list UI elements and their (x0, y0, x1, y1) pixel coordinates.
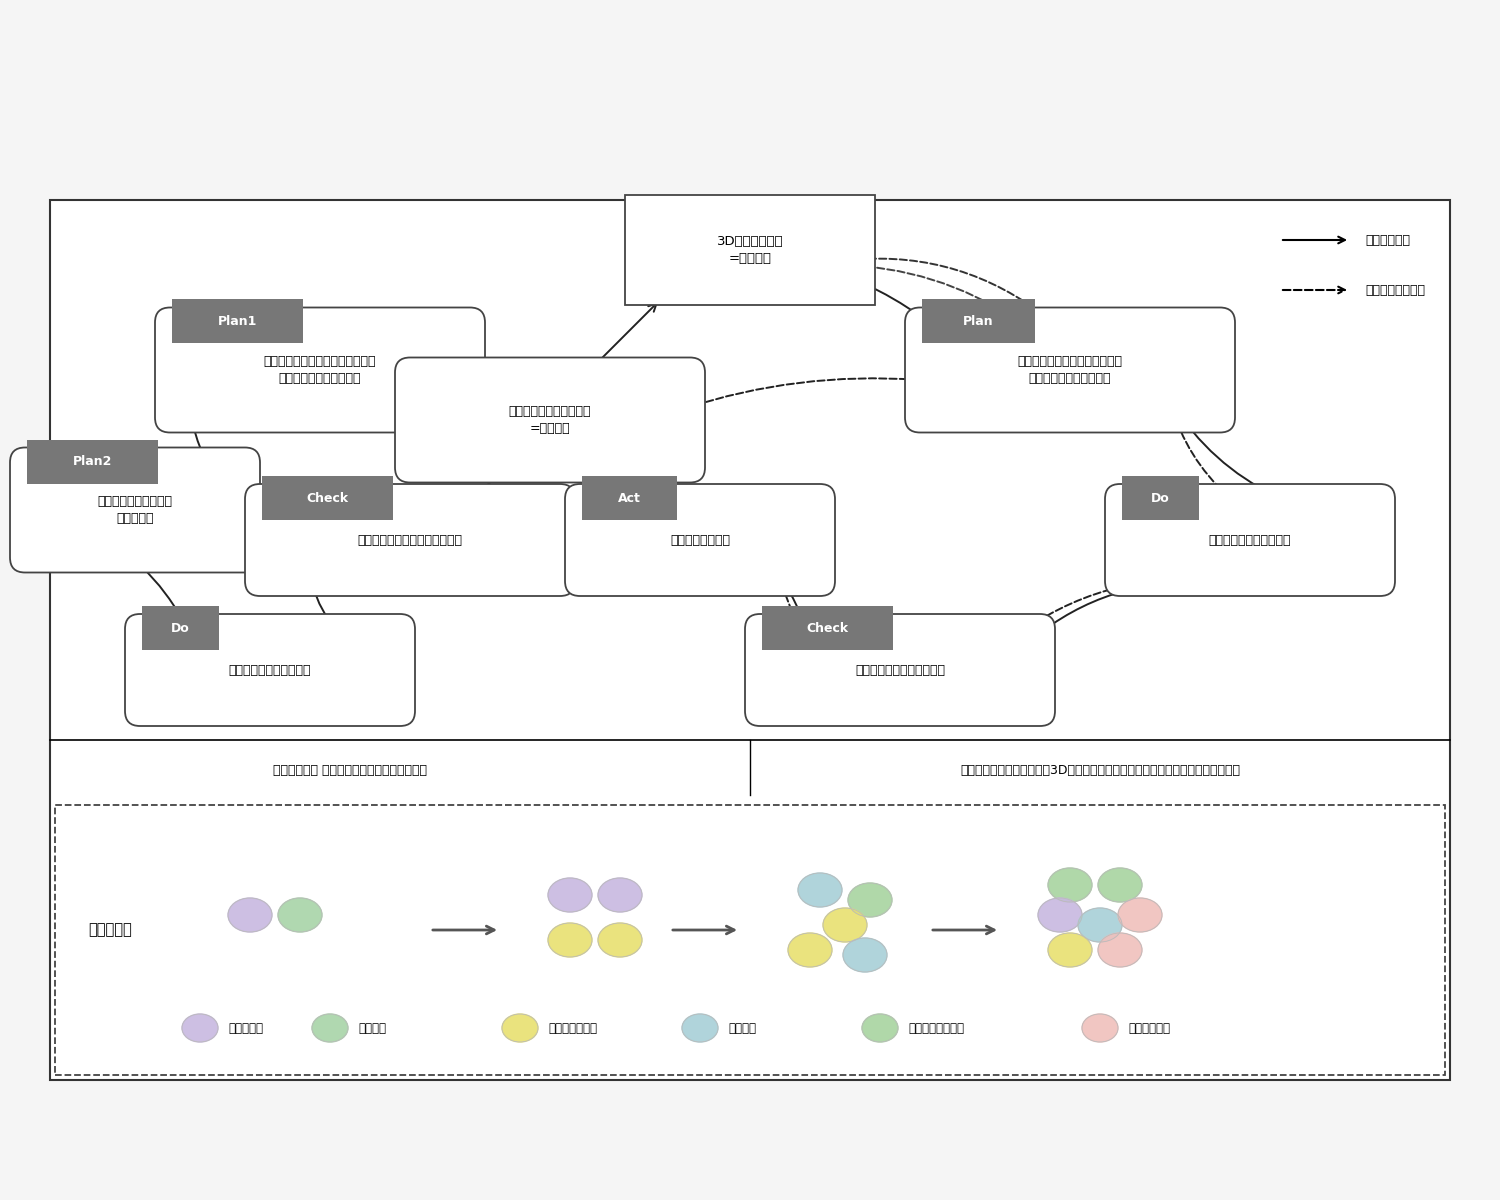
Text: スケッチ＋リアルな体験
=共通認識: スケッチ＋リアルな体験 =共通認識 (509, 404, 591, 434)
Ellipse shape (228, 898, 272, 932)
Text: Plan1: Plan1 (217, 314, 256, 328)
FancyBboxPatch shape (746, 614, 1054, 726)
Text: Check: Check (807, 622, 849, 635)
FancyBboxPatch shape (10, 448, 260, 572)
Text: 構造施工: 構造施工 (728, 1021, 756, 1034)
Ellipse shape (548, 923, 592, 958)
FancyBboxPatch shape (27, 439, 158, 484)
Ellipse shape (788, 934, 832, 967)
Ellipse shape (548, 878, 592, 912)
Text: ＜構想段階＞ ワークショップや事例視察など: ＜構想段階＞ ワークショップや事例視察など (273, 763, 428, 776)
FancyBboxPatch shape (762, 606, 892, 650)
Text: アーティスト: アーティスト (1128, 1021, 1170, 1034)
FancyBboxPatch shape (582, 476, 676, 520)
FancyBboxPatch shape (262, 476, 393, 520)
FancyBboxPatch shape (50, 200, 1450, 1080)
Text: リアルな場の体験を振り返る。: リアルな場の体験を振り返る。 (357, 534, 462, 546)
Ellipse shape (847, 883, 892, 917)
Text: 第１サイクル: 第１サイクル (1365, 234, 1410, 246)
FancyBboxPatch shape (566, 484, 836, 596)
Ellipse shape (1118, 898, 1162, 932)
Ellipse shape (1048, 934, 1092, 967)
Ellipse shape (824, 908, 867, 942)
FancyBboxPatch shape (56, 805, 1444, 1075)
FancyBboxPatch shape (394, 358, 705, 482)
Ellipse shape (682, 1014, 718, 1042)
Text: 提案を修正する。: 提案を修正する。 (670, 534, 730, 546)
Ellipse shape (862, 1014, 898, 1042)
Text: Plan2: Plan2 (74, 455, 112, 468)
FancyBboxPatch shape (154, 307, 485, 432)
FancyBboxPatch shape (904, 307, 1234, 432)
Ellipse shape (843, 938, 886, 972)
FancyBboxPatch shape (1122, 476, 1198, 520)
Text: ＜基本計画・設計段階＞　3Dモデルをプラットフォームとした空間デザイン会議: ＜基本計画・設計段階＞ 3Dモデルをプラットフォームとした空間デザイン会議 (960, 763, 1240, 776)
Text: フィードバックをもらう。: フィードバックをもらう。 (855, 664, 945, 677)
Text: シミュレーションする。: シミュレーションする。 (1209, 534, 1292, 546)
Text: 提案における課題を発見する。
ありたい姿を模索する。: 提案における課題を発見する。 ありたい姿を模索する。 (1017, 355, 1122, 385)
Ellipse shape (1078, 908, 1122, 942)
FancyBboxPatch shape (244, 484, 574, 596)
Ellipse shape (1098, 934, 1142, 967)
Text: Do: Do (1150, 492, 1170, 504)
Text: Act: Act (618, 492, 640, 504)
Ellipse shape (1048, 868, 1092, 902)
FancyBboxPatch shape (1106, 484, 1395, 596)
Ellipse shape (1098, 868, 1142, 902)
Ellipse shape (312, 1014, 348, 1042)
Ellipse shape (598, 923, 642, 958)
FancyBboxPatch shape (142, 606, 219, 650)
Text: 現状を観察し、課題を発見する。
ありたい姿を模索する。: 現状を観察し、課題を発見する。 ありたい姿を模索する。 (264, 355, 376, 385)
Text: Do: Do (171, 622, 190, 635)
Ellipse shape (598, 878, 642, 912)
Text: リアルな場を体験する。: リアルな場を体験する。 (228, 664, 312, 677)
Text: 第２サイクル以降: 第２サイクル以降 (1365, 283, 1425, 296)
Ellipse shape (798, 874, 842, 907)
FancyBboxPatch shape (124, 614, 416, 726)
Ellipse shape (1082, 1014, 1118, 1042)
FancyBboxPatch shape (922, 300, 1035, 343)
Text: Plan: Plan (963, 314, 994, 328)
Text: 造園設計施工会社: 造園設計施工会社 (908, 1021, 964, 1034)
Text: 3Dモデルに集約
=共通認識: 3Dモデルに集約 =共通認識 (717, 235, 783, 265)
Text: アイディアの発散の場
をつくる。: アイディアの発散の場 をつくる。 (98, 494, 172, 526)
FancyBboxPatch shape (172, 300, 303, 343)
Text: 建築設計事務所: 建築設計事務所 (548, 1021, 597, 1034)
Ellipse shape (278, 898, 322, 932)
Ellipse shape (182, 1014, 218, 1042)
Ellipse shape (503, 1014, 538, 1042)
Text: Check: Check (306, 492, 348, 504)
Text: 体制の変化: 体制の変化 (88, 923, 132, 937)
Text: 工場職員: 工場職員 (358, 1021, 386, 1034)
Text: 大学研究室: 大学研究室 (228, 1021, 262, 1034)
FancyBboxPatch shape (626, 196, 874, 305)
Ellipse shape (1038, 898, 1082, 932)
